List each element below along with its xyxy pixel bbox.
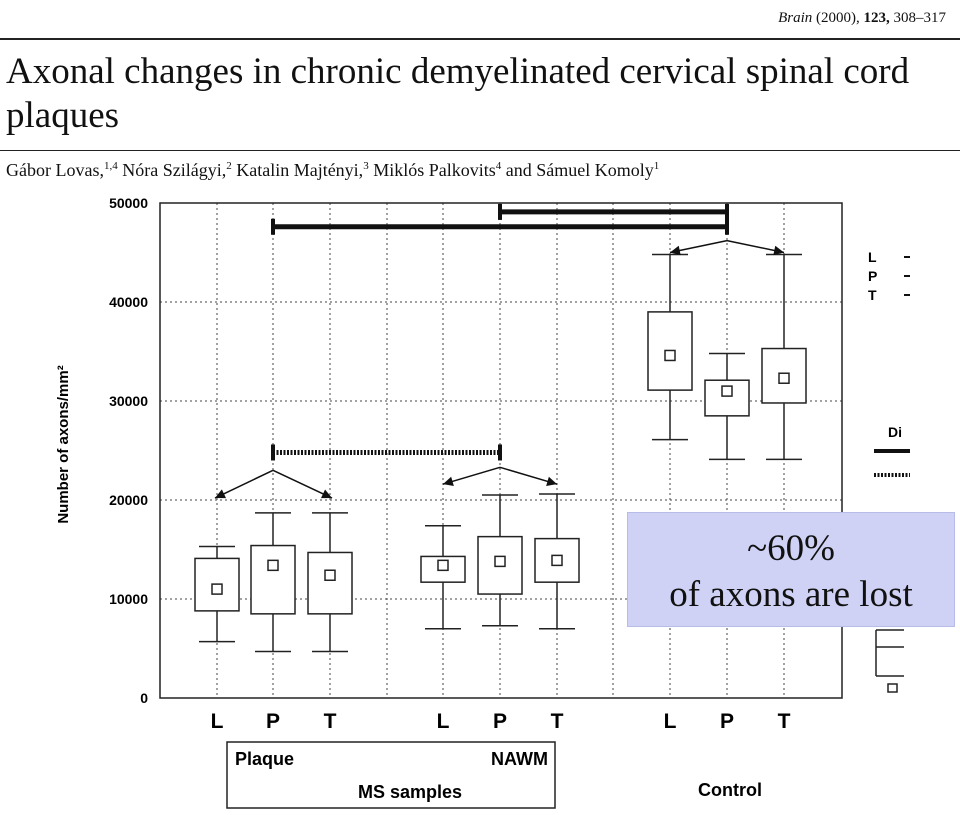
y-tick-label: 10000 — [109, 591, 148, 607]
overlay-percent: ~60% — [747, 528, 835, 569]
x-tick-label: L — [211, 710, 224, 733]
author: Miklós Palkovits — [373, 160, 496, 180]
group-arrow-head — [443, 476, 454, 486]
header-rule — [0, 38, 960, 40]
group-label-plaque: Plaque — [235, 749, 294, 769]
author: and Sámuel Komoly — [505, 160, 654, 180]
author-affiliation: 2 — [226, 160, 232, 172]
y-tick-label: 30000 — [109, 393, 148, 409]
median-marker — [267, 559, 279, 572]
group-arrow-head — [321, 489, 332, 499]
citation-journal: Brain — [778, 10, 813, 26]
x-tick-label: T — [778, 710, 791, 733]
citation-pages: 308–317 — [893, 10, 947, 26]
group-arrow — [442, 466, 501, 485]
paper-title: Axonal changes in chronic demyelinated c… — [6, 51, 910, 136]
author-list: Gábor Lovas,1,4 Nóra Szilágyi,2 Katalin … — [6, 160, 659, 181]
group-caption-box — [226, 741, 556, 809]
author: Katalin Majtényi, — [236, 160, 364, 180]
group-arrow — [272, 469, 333, 499]
y-tick-label: 20000 — [109, 492, 148, 508]
author-affiliation: 1 — [653, 160, 660, 172]
box — [307, 551, 353, 615]
author: Gábor Lovas, — [6, 160, 104, 180]
legend-label: L — [868, 249, 877, 265]
group-label-nawm: NAWM — [491, 749, 548, 769]
x-tick-label: P — [720, 710, 734, 733]
x-tick-label: T — [324, 710, 337, 733]
x-tick-label: L — [664, 710, 677, 733]
author-affiliation: 4 — [495, 160, 502, 172]
legend-label: Di — [888, 424, 902, 440]
median-marker — [211, 583, 223, 595]
box-plot-figure: 0 10000 20000 30000 40000 50000 Number of axon… — [55, 195, 910, 809]
group-arrow-head — [215, 489, 226, 499]
plot-frame — [159, 202, 843, 699]
citation-year: (2000), — [816, 10, 860, 26]
title-rule — [0, 150, 960, 151]
x-tick-label: P — [266, 710, 280, 733]
author-affiliation: 1,4 — [103, 160, 118, 172]
author: Nóra Szilágyi, — [122, 160, 227, 180]
group-arrow-head — [773, 245, 784, 256]
group-arrow-head — [670, 245, 681, 256]
x-tick-label: P — [493, 710, 507, 733]
group-arrow — [499, 466, 558, 485]
x-tick-label: T — [551, 710, 564, 733]
y-tick-label: 50000 — [109, 195, 148, 211]
author-affiliation: 3 — [363, 160, 369, 172]
median-marker — [721, 385, 733, 397]
median-marker — [778, 372, 790, 384]
median-marker — [664, 349, 676, 362]
x-tick-label: L — [437, 710, 450, 733]
annotation-overlay: ~60% of axons are lost — [627, 512, 955, 627]
group-caption: MS samples — [358, 782, 462, 802]
legend-label: P — [868, 268, 877, 284]
legend-median-marker — [887, 683, 898, 693]
group-label-control: Control — [698, 780, 762, 800]
y-tick-label: 0 — [140, 690, 148, 706]
median-marker — [551, 554, 563, 567]
median-marker — [437, 559, 449, 572]
group-arrow-head — [546, 476, 557, 486]
y-tick-label: 40000 — [109, 294, 148, 310]
overlay-text: of axons are lost — [669, 574, 913, 615]
legend-label: T — [868, 287, 877, 303]
box — [250, 544, 296, 615]
group-arrow — [214, 469, 274, 499]
median-marker — [494, 555, 506, 568]
y-axis-label: Number of axons/mm² — [55, 365, 72, 523]
citation: Brain (2000), 123, 308–317 — [778, 10, 946, 27]
citation-volume: 123, — [863, 10, 890, 26]
median-marker — [324, 569, 336, 581]
